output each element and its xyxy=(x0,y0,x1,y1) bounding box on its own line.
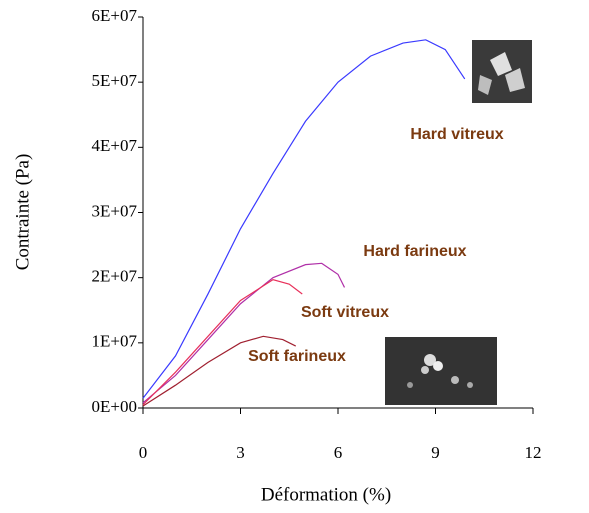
y-tick-label: 5E+07 xyxy=(92,71,138,90)
x-tick-label: 0 xyxy=(139,443,148,462)
photo xyxy=(472,40,532,103)
x-axis-label: Déformation (%) xyxy=(261,484,391,505)
y-tick-label: 2E+07 xyxy=(92,267,138,286)
y-tick-label: 6E+07 xyxy=(92,6,138,25)
series-label: Soft farineux xyxy=(248,348,346,365)
y-tick-label: 3E+07 xyxy=(92,201,138,220)
x-tick-label: 3 xyxy=(236,443,245,462)
y-tick-label: 0E+00 xyxy=(92,397,137,416)
series-label: Hard vitreux xyxy=(410,126,503,143)
x-tick-label: 9 xyxy=(431,443,440,462)
series-label: Soft vitreux xyxy=(301,304,389,321)
curve xyxy=(143,280,302,405)
photo xyxy=(385,337,497,405)
x-tick-label: 12 xyxy=(525,443,542,462)
series-label: Hard farineux xyxy=(363,243,466,260)
y-axis-label: Contrainte (Pa) xyxy=(12,154,33,271)
y-tick-label: 4E+07 xyxy=(92,136,138,155)
curve xyxy=(143,336,296,406)
x-tick-label: 6 xyxy=(334,443,343,462)
y-tick-label: 1E+07 xyxy=(92,332,138,351)
curve xyxy=(143,263,345,402)
chart: Déformation (%) Contrainte (Pa) 0E+00 1E+… xyxy=(0,0,589,513)
